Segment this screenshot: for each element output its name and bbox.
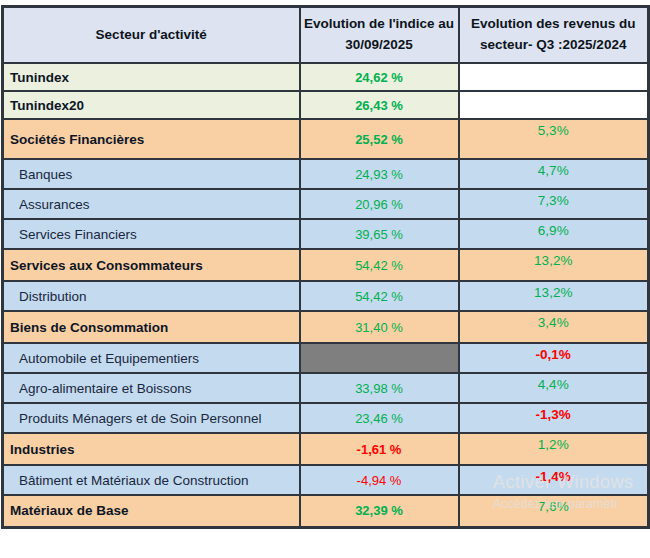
revenue-evolution-cell: -1,4% — [459, 465, 649, 495]
revenue-evolution-cell: 7,3% — [459, 189, 649, 219]
revenue-evolution-cell: 3,4% — [459, 311, 649, 343]
index-evolution-value: 31,40 % — [355, 320, 403, 335]
index-evolution-cell: 24,93 % — [300, 159, 459, 189]
index-evolution-cell: 33,98 % — [300, 373, 459, 403]
index-evolution-cell: 25,52 % — [300, 119, 459, 159]
sector-label-cell: Sociétés Financières — [3, 119, 300, 159]
index-evolution-cell: 32,39 % — [300, 495, 459, 527]
revenue-evolution-cell: 4,7% — [459, 159, 649, 189]
index-evolution-value: 20,96 % — [355, 197, 403, 212]
sector-label-cell: Distribution — [3, 281, 300, 311]
table-row: Bâtiment et Matériaux de Construction -4… — [3, 465, 649, 495]
table-row: Matériaux de Base 32,39 % 7,6% — [3, 495, 649, 527]
sector-label-cell: Produits Ménagers et de Soin Personnel — [3, 403, 300, 433]
revenue-evolution-cell: -1,3% — [459, 403, 649, 433]
sector-performance-table: Secteur d'activité Evolution de l'indice… — [1, 5, 650, 529]
revenue-evolution-value: 3,4% — [538, 315, 569, 330]
revenue-evolution-value: 7,6% — [538, 499, 569, 514]
table-row: Services aux Consommateurs 54,42 % 13,2% — [3, 249, 649, 281]
sector-label-cell: Banques — [3, 159, 300, 189]
index-evolution-value: 23,46 % — [355, 411, 403, 426]
sector-label-cell: Services aux Consommateurs — [3, 249, 300, 281]
table-row: Tunindex 24,62 % — [3, 63, 649, 91]
index-evolution-value: 26,43 % — [355, 98, 403, 113]
revenue-evolution-value: 4,4% — [538, 377, 569, 392]
revenue-evolution-value: 1,2% — [538, 437, 569, 452]
index-evolution-cell: -4,94 % — [300, 465, 459, 495]
revenue-evolution-cell: 1,2% — [459, 433, 649, 465]
index-evolution-cell: 54,42 % — [300, 249, 459, 281]
index-evolution-value: 24,62 % — [355, 70, 403, 85]
index-evolution-value: 24,93 % — [355, 167, 403, 182]
revenue-evolution-value: -1,4% — [536, 469, 571, 484]
sector-label-cell: Biens de Consommation — [3, 311, 300, 343]
table-row: Assurances 20,96 % 7,3% — [3, 189, 649, 219]
sector-label-cell: Services Financiers — [3, 219, 300, 249]
index-evolution-value: 54,42 % — [355, 258, 403, 273]
index-evolution-value: 54,42 % — [355, 289, 403, 304]
header-revenue-evolution: Evolution des revenus du secteur- Q3 :20… — [459, 7, 649, 64]
table-row: Biens de Consommation 31,40 % 3,4% — [3, 311, 649, 343]
revenue-evolution-cell — [459, 91, 649, 119]
revenue-evolution-cell: 5,3% — [459, 119, 649, 159]
revenue-evolution-cell: 7,6% — [459, 495, 649, 527]
revenue-evolution-cell — [459, 63, 649, 91]
revenue-evolution-value: -1,3% — [536, 407, 571, 422]
table-header-row: Secteur d'activité Evolution de l'indice… — [3, 7, 649, 64]
index-evolution-value: 25,52 % — [355, 132, 403, 147]
header-revenue-line2: secteur- Q3 :2025/2024 — [480, 37, 626, 52]
sector-label-cell: Bâtiment et Matériaux de Construction — [3, 465, 300, 495]
table-row: Sociétés Financières 25,52 % 5,3% — [3, 119, 649, 159]
sector-label-cell: Assurances — [3, 189, 300, 219]
sector-label-cell: Tunindex20 — [3, 91, 300, 119]
revenue-evolution-cell: 4,4% — [459, 373, 649, 403]
revenue-evolution-value: 13,2% — [534, 285, 572, 300]
revenue-evolution-cell: -0,1% — [459, 343, 649, 373]
index-evolution-value: -4,94 % — [357, 473, 402, 488]
index-evolution-value: -1,61 % — [357, 442, 402, 457]
header-revenue-line1: Evolution des revenus du — [471, 16, 635, 31]
header-index-line1: Evolution de l'indice au — [304, 16, 454, 31]
table-row: Banques 24,93 % 4,7% — [3, 159, 649, 189]
header-sector: Secteur d'activité — [3, 7, 300, 64]
sector-label-cell: Tunindex — [3, 63, 300, 91]
revenue-evolution-value: 6,9% — [538, 223, 569, 238]
revenue-evolution-value: 4,7% — [538, 163, 569, 178]
revenue-evolution-cell: 13,2% — [459, 281, 649, 311]
sector-label-cell: Matériaux de Base — [3, 495, 300, 527]
sector-label-cell: Agro-alimentaire et Boissons — [3, 373, 300, 403]
sector-label-cell: Industries — [3, 433, 300, 465]
revenue-evolution-cell: 13,2% — [459, 249, 649, 281]
table-row: Industries -1,61 % 1,2% — [3, 433, 649, 465]
table-row: Produits Ménagers et de Soin Personnel 2… — [3, 403, 649, 433]
index-evolution-cell: 54,42 % — [300, 281, 459, 311]
header-index-line2: 30/09/2025 — [345, 37, 413, 52]
index-evolution-cell: 39,65 % — [300, 219, 459, 249]
revenue-evolution-cell: 6,9% — [459, 219, 649, 249]
index-evolution-cell — [300, 343, 459, 373]
index-evolution-value: 32,39 % — [355, 503, 403, 518]
table-row: Agro-alimentaire et Boissons 33,98 % 4,4… — [3, 373, 649, 403]
index-evolution-cell: 23,46 % — [300, 403, 459, 433]
index-evolution-cell: -1,61 % — [300, 433, 459, 465]
revenue-evolution-value: -0,1% — [536, 347, 571, 362]
revenue-evolution-value: 5,3% — [538, 123, 569, 138]
revenue-evolution-value: 13,2% — [534, 253, 572, 268]
table-row: Distribution 54,42 % 13,2% — [3, 281, 649, 311]
index-evolution-cell: 26,43 % — [300, 91, 459, 119]
table-row: Services Financiers 39,65 % 6,9% — [3, 219, 649, 249]
index-evolution-cell: 20,96 % — [300, 189, 459, 219]
index-evolution-cell: 24,62 % — [300, 63, 459, 91]
index-evolution-cell: 31,40 % — [300, 311, 459, 343]
table-row: Tunindex20 26,43 % — [3, 91, 649, 119]
table-row: Automobile et Equipementiers -0,1% — [3, 343, 649, 373]
index-evolution-value: 39,65 % — [355, 227, 403, 242]
header-sector-label: Secteur d'activité — [96, 27, 207, 42]
revenue-evolution-value: 7,3% — [538, 193, 569, 208]
sector-label-cell: Automobile et Equipementiers — [3, 343, 300, 373]
index-evolution-value: 33,98 % — [355, 381, 403, 396]
header-index-evolution: Evolution de l'indice au 30/09/2025 — [300, 7, 459, 64]
